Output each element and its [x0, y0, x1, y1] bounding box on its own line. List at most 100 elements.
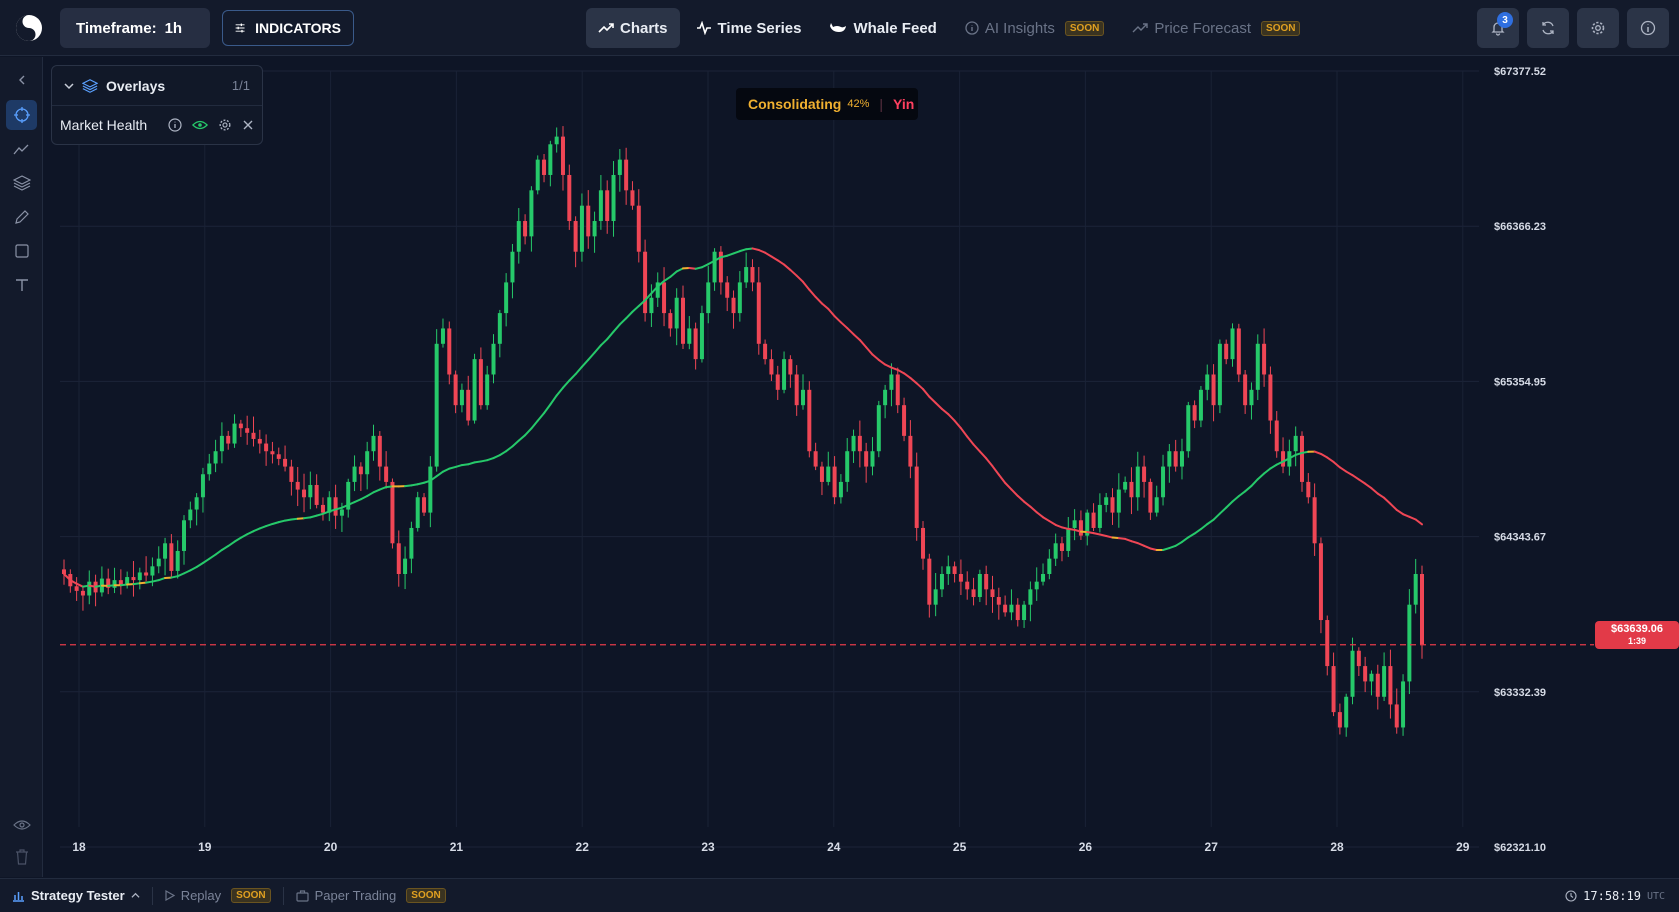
nav-charts[interactable]: Charts [586, 8, 680, 48]
candle-body [965, 581, 970, 590]
candle-body [339, 509, 344, 516]
whale-icon [830, 23, 847, 32]
moving-average-segment [1313, 450, 1322, 455]
candle-body [1312, 497, 1317, 544]
pencil-tool[interactable] [6, 202, 37, 232]
rectangle-tool[interactable] [6, 236, 37, 266]
candle-body [1085, 512, 1090, 536]
info-icon[interactable] [168, 118, 182, 132]
yin-yang-logo-icon[interactable] [14, 13, 44, 43]
candle-body [251, 432, 256, 439]
candle-body [1028, 589, 1033, 605]
chevron-up-icon [131, 892, 140, 898]
overlays-header[interactable]: Overlays 1/1 [52, 66, 262, 106]
moving-average-segment [378, 486, 388, 491]
layers-tool[interactable] [6, 168, 37, 198]
candle-body [283, 458, 288, 467]
price-chart[interactable]: $67377.52 $66366.23 $65354.95 $64343.67 $633… [44, 57, 1679, 877]
settings-button[interactable] [1577, 8, 1619, 48]
market-phase: Yin [893, 96, 915, 112]
strategy-tester-button[interactable]: Strategy Tester [0, 888, 152, 903]
gear-icon [1591, 21, 1605, 35]
eye-icon[interactable] [192, 119, 208, 131]
moving-average-segment [132, 582, 141, 586]
moving-average-segment [991, 465, 1000, 476]
strategy-tester-label: Strategy Tester [31, 888, 125, 903]
replay-button[interactable]: Replay SOON [153, 888, 283, 903]
moving-average-segment [580, 358, 590, 368]
y-tick-label: $67377.52 [1494, 66, 1546, 78]
candle-body [958, 573, 963, 582]
candle-body [1015, 604, 1020, 621]
moving-average-segment [625, 310, 634, 320]
candle-body [118, 580, 123, 585]
candle-body [876, 405, 881, 452]
text-tool[interactable] [6, 270, 37, 300]
moving-average-segment [385, 485, 394, 489]
crosshair-tool[interactable] [6, 100, 37, 130]
sliders-icon [235, 23, 245, 33]
moving-average-segment [321, 510, 331, 515]
moving-average-segment [517, 434, 527, 442]
candle-body [826, 466, 831, 482]
trend-line-tool[interactable] [6, 134, 37, 164]
candle-body [453, 374, 458, 406]
moving-average-segment [650, 285, 659, 295]
moving-average-segment [1218, 506, 1228, 515]
candle-body [1078, 520, 1083, 536]
pencil-icon [14, 210, 29, 224]
delete-drawings-button[interactable] [6, 842, 37, 872]
moving-average-segment [208, 553, 217, 560]
candle-body [1344, 696, 1349, 728]
moving-average-segment [1016, 494, 1026, 503]
nav-ai-insights[interactable]: AI Insights SOON [953, 8, 1117, 48]
candle-body [655, 282, 660, 298]
candle-body [491, 343, 496, 375]
notifications-button[interactable]: 3 [1477, 8, 1519, 48]
moving-average-segment [700, 263, 710, 269]
candle-body [1135, 466, 1140, 498]
collapse-toolbar-button[interactable] [6, 65, 37, 95]
gear-icon[interactable] [218, 118, 232, 132]
nav-time-series[interactable]: Time Series [684, 8, 814, 48]
moving-average-segment [1326, 456, 1335, 463]
candle-body [1034, 581, 1039, 590]
moving-average-segment [644, 292, 653, 302]
nav-price-forecast[interactable]: Price Forecast SOON [1120, 8, 1312, 48]
timeframe-selector[interactable]: Timeframe: 1h [60, 8, 210, 48]
moving-average-segment [915, 382, 925, 391]
moving-average-segment [852, 333, 861, 341]
moving-average-segment [265, 522, 274, 528]
candle-body [169, 543, 174, 571]
indicators-button[interactable]: INDICATORS [222, 10, 354, 46]
moving-average-segment [669, 270, 678, 278]
moving-average-segment [416, 481, 426, 486]
close-icon[interactable] [242, 119, 254, 131]
notification-count-badge: 3 [1497, 12, 1513, 28]
info-button[interactable] [1627, 8, 1669, 48]
candle-body [320, 504, 325, 513]
candle-body [434, 343, 439, 467]
moving-average-segment [366, 491, 375, 498]
visibility-toggle[interactable] [6, 810, 37, 840]
candle-body [813, 451, 818, 467]
candle-body [1142, 466, 1147, 482]
candle-body [1003, 604, 1008, 613]
candle-body [1047, 558, 1052, 574]
moving-average-segment [1117, 537, 1127, 540]
moving-average-segment [1263, 467, 1272, 475]
moving-average-segment [1023, 500, 1032, 508]
candle-body [807, 389, 812, 452]
refresh-button[interactable] [1527, 8, 1569, 48]
candle-body [478, 359, 483, 406]
candle-body [630, 190, 635, 206]
indicators-label: INDICATORS [255, 20, 341, 36]
paper-trading-button[interactable]: Paper Trading SOON [284, 888, 458, 903]
candle-body [611, 174, 616, 222]
moving-average-segment [473, 460, 482, 464]
candle-body [946, 566, 951, 574]
moving-average-segment [227, 540, 236, 548]
moving-average-segment [1004, 481, 1013, 491]
nav-whale-feed[interactable]: Whale Feed [817, 8, 948, 48]
chart-area[interactable]: $67377.52 $66366.23 $65354.95 $64343.67 $633… [44, 57, 1679, 877]
